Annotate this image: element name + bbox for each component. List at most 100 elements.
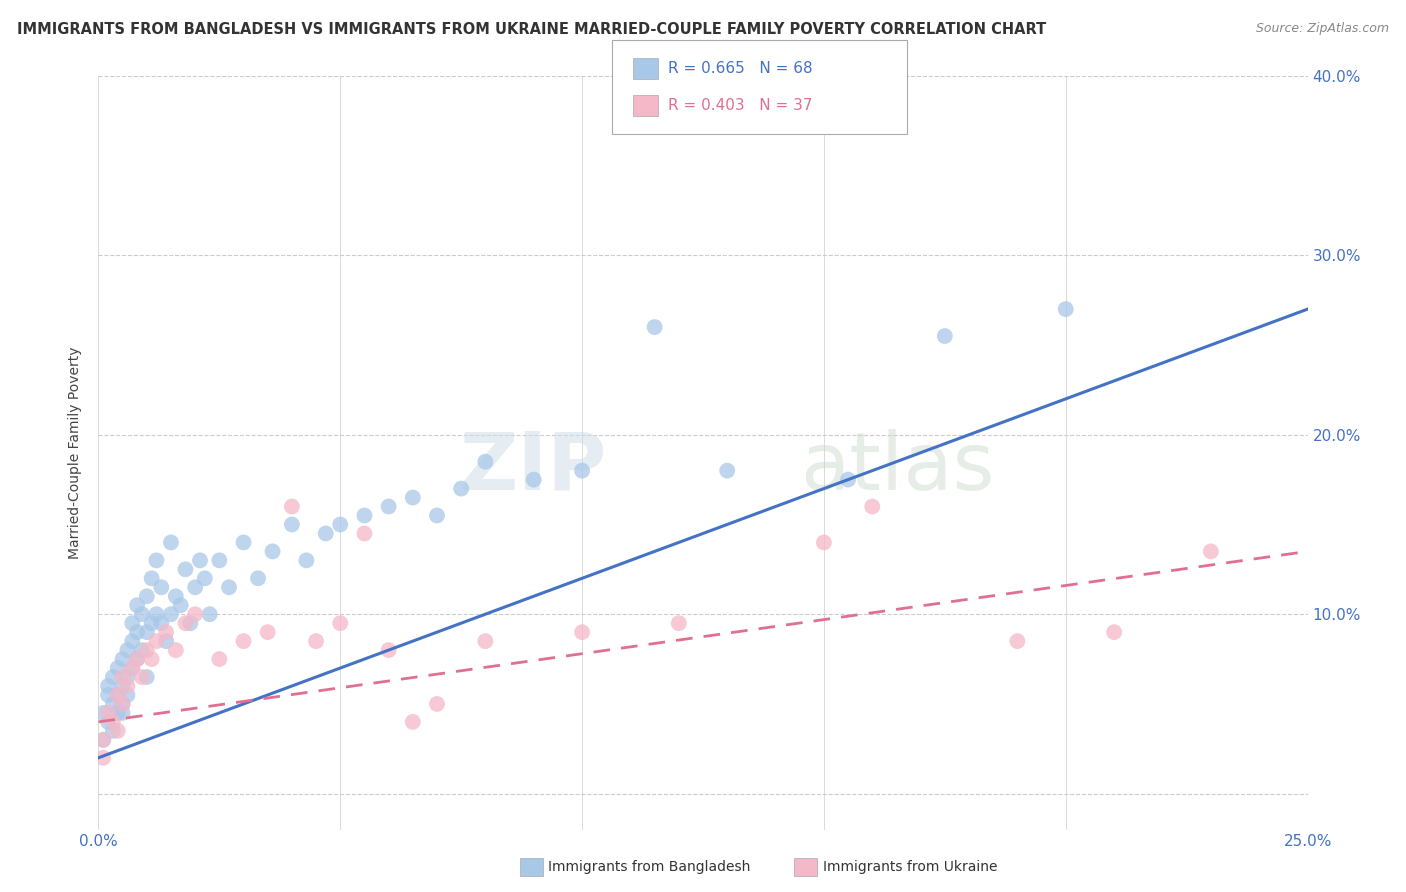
- Point: [101, 697, 124, 711]
- Point: [247, 571, 270, 585]
- Point: [160, 607, 183, 622]
- Point: [860, 500, 883, 514]
- Point: [716, 464, 738, 478]
- Point: [329, 517, 352, 532]
- Point: [91, 732, 114, 747]
- Point: [450, 482, 472, 496]
- Point: [165, 589, 187, 603]
- Point: [107, 723, 129, 738]
- Point: [295, 553, 318, 567]
- Point: [97, 706, 120, 720]
- Point: [131, 643, 153, 657]
- Point: [101, 670, 124, 684]
- Point: [377, 643, 399, 657]
- Point: [121, 616, 143, 631]
- Point: [668, 616, 690, 631]
- Point: [402, 714, 425, 729]
- Point: [305, 634, 328, 648]
- Point: [91, 732, 114, 747]
- Point: [377, 500, 399, 514]
- Point: [160, 535, 183, 549]
- Point: [141, 616, 163, 631]
- Point: [117, 688, 139, 702]
- Point: [91, 706, 114, 720]
- Text: Immigrants from Bangladesh: Immigrants from Bangladesh: [548, 860, 751, 874]
- Point: [101, 714, 124, 729]
- Point: [155, 634, 177, 648]
- Point: [184, 607, 207, 622]
- Point: [426, 508, 449, 523]
- Point: [315, 526, 337, 541]
- Point: [131, 607, 153, 622]
- Point: [1054, 302, 1077, 317]
- Text: ZIP: ZIP: [458, 429, 606, 507]
- Point: [131, 670, 153, 684]
- Point: [179, 616, 201, 631]
- Point: [150, 580, 173, 594]
- Point: [208, 553, 231, 567]
- Point: [127, 652, 149, 666]
- Point: [111, 679, 134, 693]
- Point: [174, 562, 197, 576]
- Text: R = 0.665   N = 68: R = 0.665 N = 68: [668, 61, 813, 76]
- Point: [111, 697, 134, 711]
- Point: [101, 723, 124, 738]
- Point: [107, 688, 129, 702]
- Point: [135, 670, 157, 684]
- Point: [402, 491, 425, 505]
- Point: [1102, 625, 1125, 640]
- Point: [188, 553, 211, 567]
- Point: [218, 580, 240, 594]
- Point: [155, 625, 177, 640]
- Point: [111, 706, 134, 720]
- Point: [145, 607, 167, 622]
- Point: [145, 553, 167, 567]
- Point: [353, 508, 375, 523]
- Point: [232, 634, 254, 648]
- Point: [97, 714, 120, 729]
- Point: [111, 697, 134, 711]
- Point: [644, 320, 666, 334]
- Point: [837, 473, 859, 487]
- Point: [194, 571, 217, 585]
- Point: [281, 500, 304, 514]
- Point: [97, 688, 120, 702]
- Point: [426, 697, 449, 711]
- Point: [232, 535, 254, 549]
- Point: [97, 679, 120, 693]
- Point: [121, 661, 143, 675]
- Point: [523, 473, 546, 487]
- Point: [571, 464, 593, 478]
- Point: [91, 751, 114, 765]
- Point: [135, 643, 157, 657]
- Point: [135, 625, 157, 640]
- Point: [165, 643, 187, 657]
- Point: [107, 706, 129, 720]
- Point: [281, 517, 304, 532]
- Text: atlas: atlas: [800, 429, 994, 507]
- Point: [127, 599, 149, 613]
- Point: [150, 616, 173, 631]
- Text: Immigrants from Ukraine: Immigrants from Ukraine: [823, 860, 997, 874]
- Point: [353, 526, 375, 541]
- Point: [262, 544, 284, 558]
- Point: [141, 652, 163, 666]
- Point: [329, 616, 352, 631]
- Point: [571, 625, 593, 640]
- Point: [198, 607, 221, 622]
- Text: Source: ZipAtlas.com: Source: ZipAtlas.com: [1256, 22, 1389, 36]
- Point: [141, 571, 163, 585]
- Point: [169, 599, 191, 613]
- Text: IMMIGRANTS FROM BANGLADESH VS IMMIGRANTS FROM UKRAINE MARRIED-COUPLE FAMILY POVE: IMMIGRANTS FROM BANGLADESH VS IMMIGRANTS…: [17, 22, 1046, 37]
- Point: [107, 661, 129, 675]
- Point: [121, 634, 143, 648]
- Point: [127, 652, 149, 666]
- Point: [111, 652, 134, 666]
- Point: [184, 580, 207, 594]
- Point: [1199, 544, 1222, 558]
- Point: [111, 670, 134, 684]
- Text: R = 0.403   N = 37: R = 0.403 N = 37: [668, 98, 813, 113]
- Point: [127, 625, 149, 640]
- Y-axis label: Married-Couple Family Poverty: Married-Couple Family Poverty: [69, 346, 83, 559]
- Point: [145, 634, 167, 648]
